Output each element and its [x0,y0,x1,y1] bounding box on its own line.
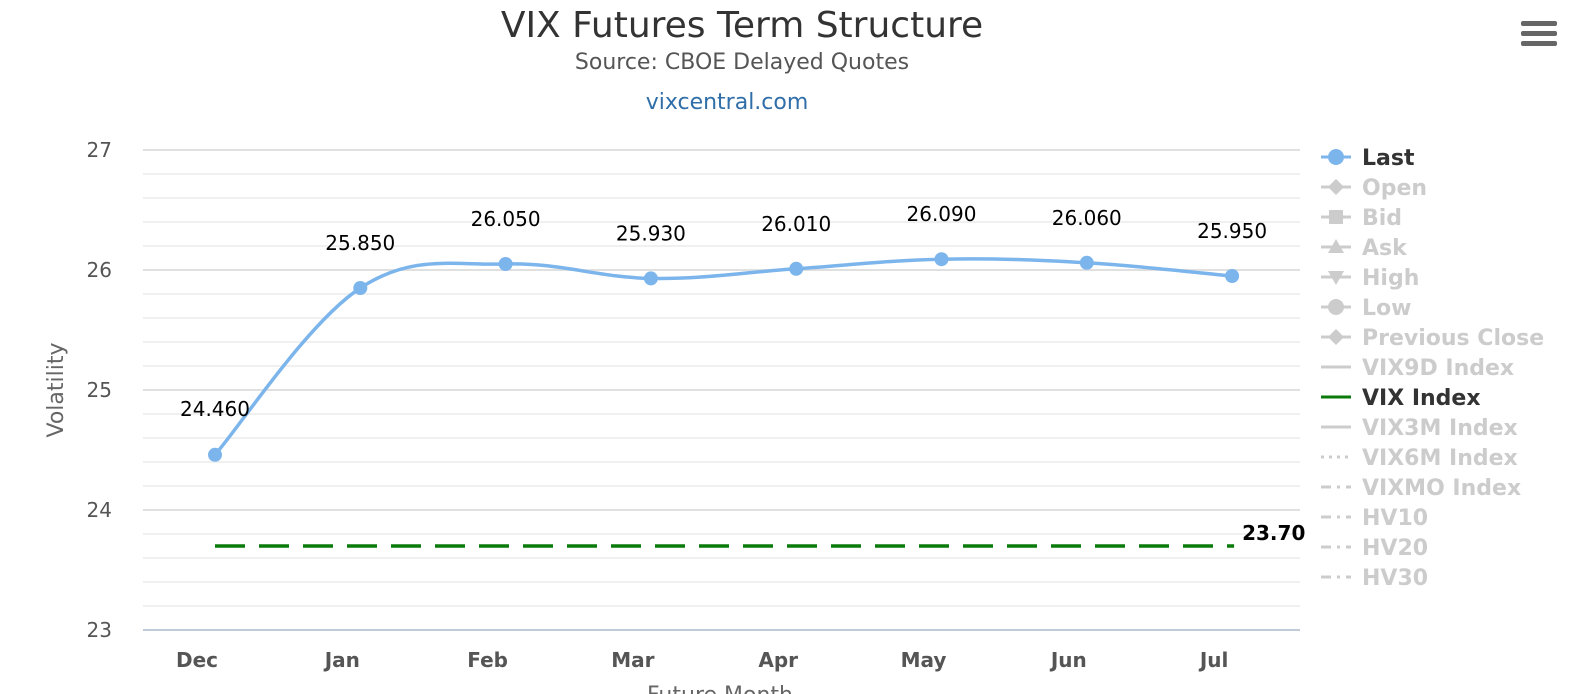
legend-label: Low [1362,296,1411,321]
x-tick-label: Jan [323,648,360,672]
grid-lines [143,149,1300,631]
legend-label: Bid [1362,206,1402,231]
legend-label: VIX6M Index [1362,446,1518,471]
series-vix-index: 23.70 [215,521,1305,548]
x-tick-label: Jul [1198,648,1229,672]
last-series-line [213,257,1233,456]
legend-item-low[interactable]: Low [1321,296,1411,321]
legend-label: High [1362,266,1419,291]
y-axis-label: Volatility [44,342,69,437]
last-data-label: 25.950 [1197,219,1267,243]
x-tick-label: May [901,648,947,672]
legend-item-vix-index[interactable]: VIX Index [1321,386,1481,411]
legend-label: VIX Index [1362,386,1481,411]
y-tick-label: 23 [87,618,112,642]
last-data-label: 26.090 [907,202,977,226]
chart-credit-link[interactable]: vixcentral.com [646,90,809,115]
last-data-point[interactable] [1079,255,1094,270]
y-tick-label: 25 [87,378,112,402]
x-tick-label: Apr [758,648,798,672]
chart-subtitle: Source: CBOE Delayed Quotes [575,50,909,75]
legend-label: Open [1362,176,1427,201]
legend-label: HV30 [1362,566,1428,591]
x-tick-label: Feb [467,648,508,672]
last-data-point[interactable] [208,447,222,462]
legend: Last Open Bid Ask High Low Previous Close VIX9D… [1321,146,1544,591]
legend-item-hv30[interactable]: HV30 [1321,566,1428,591]
vix-index-data-label: 23.70 [1242,521,1305,545]
legend-marker [1328,239,1344,253]
last-data-label: 25.930 [616,221,686,245]
legend-marker [1329,210,1343,224]
hamburger-menu-icon[interactable] [1516,18,1557,52]
last-data-label: 26.010 [761,212,831,236]
last-data-point[interactable] [934,252,949,267]
legend-item-vix9d-index[interactable]: VIX9D Index [1321,356,1514,381]
legend-item-high[interactable]: High [1321,266,1419,291]
legend-item-hv20[interactable]: HV20 [1321,536,1428,561]
last-data-label: 26.050 [471,207,541,231]
x-tick-label: Mar [611,648,654,672]
legend-marker [1328,271,1344,285]
x-tick-label: Jun [1049,648,1087,672]
series-last: 24.460 25.850 26.050 25.930 26.010 26.090 26.0… [180,202,1267,462]
last-data-label: 24.460 [180,397,250,421]
last-data-point[interactable] [643,271,658,286]
legend-item-previous-close[interactable]: Previous Close [1321,326,1544,351]
legend-label: VIX3M Index [1362,416,1518,441]
x-axis-ticks: Dec Jan Feb Mar Apr May Jun Jul [176,648,1228,672]
legend-label: VIXMO Index [1362,476,1521,501]
legend-item-hv10[interactable]: HV10 [1321,506,1428,531]
legend-marker [1328,179,1344,195]
y-tick-label: 27 [87,138,112,162]
last-data-label: 25.850 [325,231,395,255]
legend-item-ask[interactable]: Ask [1321,236,1408,261]
legend-item-vix6m-index[interactable]: VIX6M Index [1321,446,1518,471]
last-data-point[interactable] [789,261,804,276]
legend-label: Ask [1362,236,1408,261]
legend-label: Last [1362,146,1415,171]
legend-label: HV10 [1362,506,1428,531]
x-tick-label: Dec [176,648,218,672]
legend-item-bid[interactable]: Bid [1321,206,1402,231]
legend-item-open[interactable]: Open [1321,176,1427,201]
last-data-label: 26.060 [1052,206,1122,230]
last-data-point[interactable] [498,257,513,271]
legend-label: Previous Close [1362,326,1544,351]
legend-label: HV20 [1362,536,1428,561]
legend-marker [1328,149,1344,165]
x-axis-label: Future Month [647,683,793,694]
y-tick-label: 26 [87,258,112,282]
legend-item-vix3m-index[interactable]: VIX3M Index [1321,416,1518,441]
legend-item-vixmo-index[interactable]: VIXMO Index [1321,476,1521,501]
legend-label: VIX9D Index [1362,356,1514,381]
last-data-point[interactable] [353,281,368,295]
legend-marker [1328,329,1344,345]
legend-marker [1328,299,1344,315]
y-tick-label: 24 [87,498,112,522]
y-axis-ticks: 23 24 25 26 27 [87,138,112,642]
chart-title: VIX Futures Term Structure [501,5,983,46]
legend-item-last[interactable]: Last [1321,146,1415,171]
last-data-point[interactable] [1225,269,1240,283]
